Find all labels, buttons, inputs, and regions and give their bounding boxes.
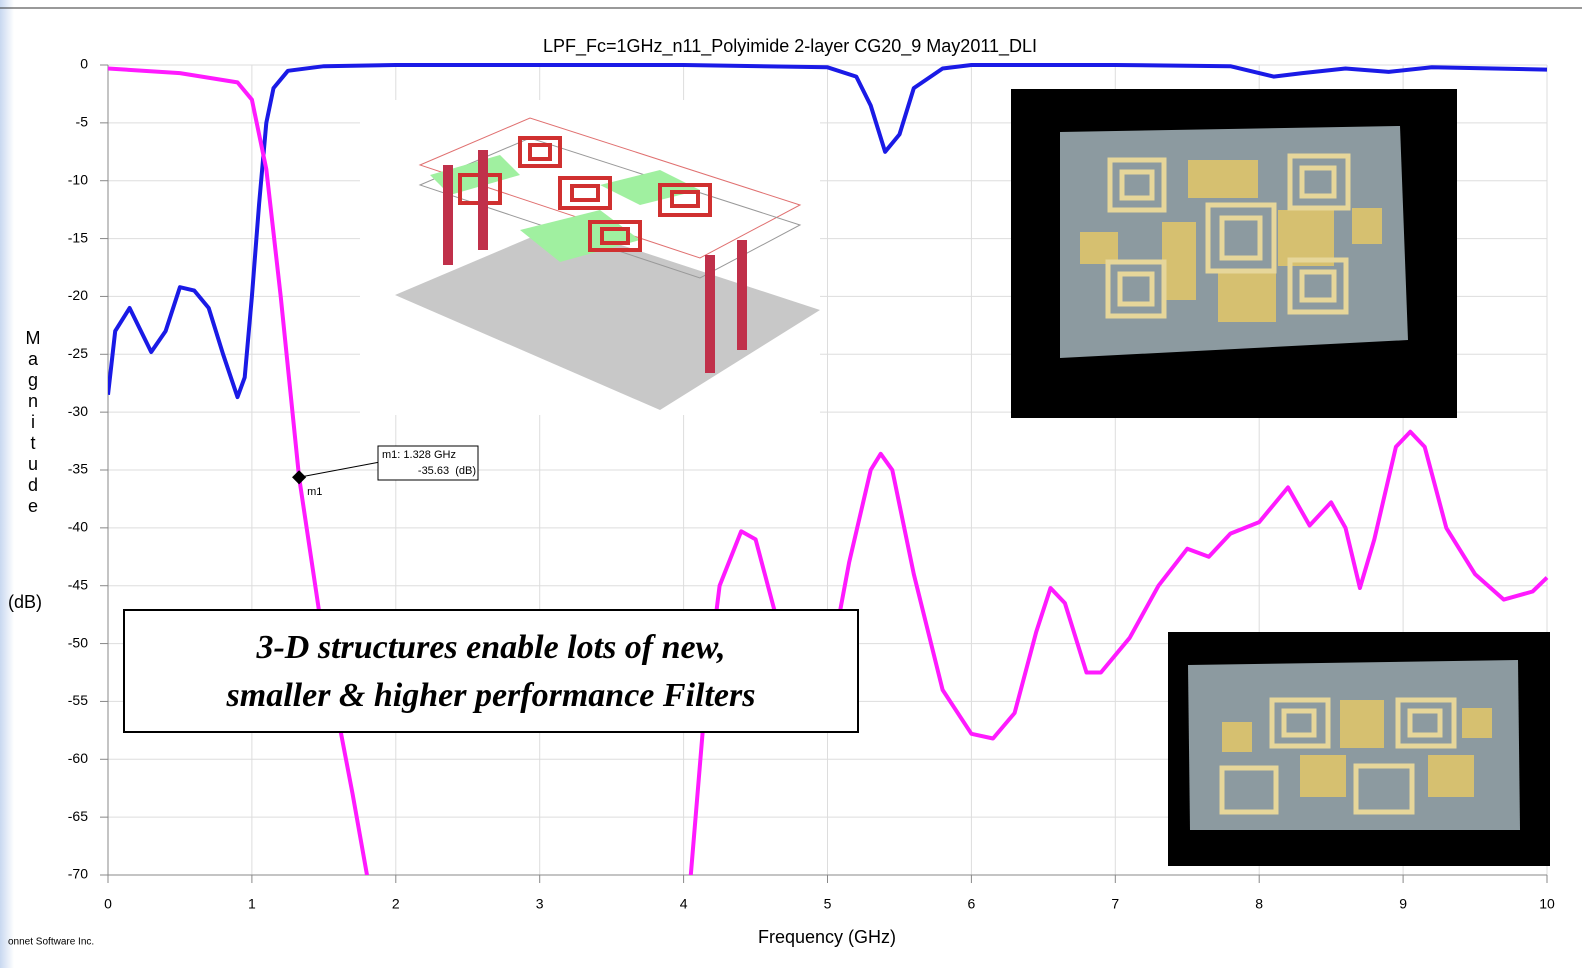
y-tick-label: -20 bbox=[68, 287, 88, 303]
photo-small bbox=[1168, 632, 1550, 866]
y-tick-label: -65 bbox=[68, 808, 88, 824]
chart: 0 -5 -10 -15 -20 -25 -30 -35 -40 -45 -50 -55 -60 -65 -… bbox=[0, 0, 1582, 968]
annotation-line: 3-D structures enable lots of new, bbox=[255, 629, 725, 666]
x-tick-label: 3 bbox=[536, 896, 544, 912]
marker-text: -35.63 (dB) bbox=[418, 465, 476, 477]
annotation-line: smaller & higher performance Filters bbox=[226, 677, 756, 714]
y-tick-label: -55 bbox=[68, 692, 88, 708]
edge-strip bbox=[0, 0, 14, 968]
x-tick-label: 2 bbox=[392, 896, 400, 912]
page: 0 -5 -10 -15 -20 -25 -30 -35 -40 -45 -50 -55 -60 -65 -… bbox=[0, 0, 1582, 968]
y-axis-title: Magnitude bbox=[22, 328, 43, 517]
y-tick-label: -50 bbox=[68, 634, 88, 650]
x-tick-label: 6 bbox=[968, 896, 976, 912]
y-tick-label: -25 bbox=[68, 345, 88, 361]
photo-large bbox=[1011, 89, 1457, 418]
y-axis-unit: (dB) bbox=[8, 592, 42, 613]
marker-name: m1 bbox=[307, 486, 322, 498]
y-tick-label: -35 bbox=[68, 461, 88, 477]
x-tick-label: 9 bbox=[1399, 896, 1407, 912]
y-tick-label: -5 bbox=[76, 114, 89, 130]
y-tick-label: -70 bbox=[68, 866, 88, 882]
marker-text: m1: 1.328 GHz bbox=[382, 449, 456, 461]
x-tick-label: 8 bbox=[1255, 896, 1263, 912]
layout-illustration bbox=[360, 100, 820, 415]
y-tick-label: -15 bbox=[68, 229, 88, 245]
x-tick-label: 1 bbox=[248, 896, 256, 912]
y-tick-label: -60 bbox=[68, 750, 88, 766]
chart-title: LPF_Fc=1GHz_n11_Polyimide 2-layer CG20_9… bbox=[543, 36, 1037, 57]
x-tick-label: 0 bbox=[104, 896, 112, 912]
y-tick-label: -40 bbox=[68, 519, 88, 535]
x-tick-label: 10 bbox=[1539, 896, 1555, 912]
marker-point bbox=[292, 470, 306, 484]
x-axis-title: Frequency (GHz) bbox=[758, 927, 896, 947]
footer: onnet Software Inc. bbox=[8, 937, 94, 948]
x-tick-label: 7 bbox=[1111, 896, 1119, 912]
y-tick-label: -45 bbox=[68, 576, 88, 592]
y-tick-label: 0 bbox=[80, 56, 88, 72]
y-tick-label: -10 bbox=[68, 171, 88, 187]
x-tick-label: 5 bbox=[824, 896, 832, 912]
y-tick-label: -30 bbox=[68, 403, 88, 419]
x-tick-label: 4 bbox=[680, 896, 688, 912]
